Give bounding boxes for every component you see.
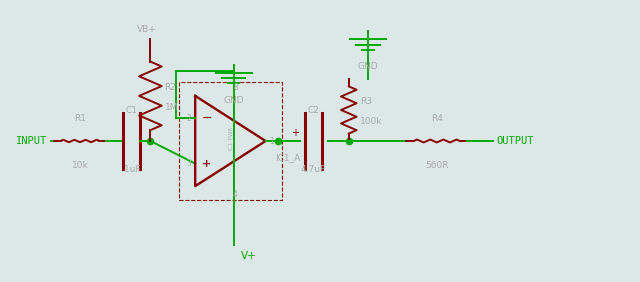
Text: 2: 2 (187, 114, 191, 123)
Text: +: + (202, 158, 211, 169)
Text: GND: GND (223, 96, 244, 105)
Text: 1M: 1M (164, 103, 178, 112)
Text: GND: GND (358, 62, 378, 71)
Text: INPUT: INPUT (16, 136, 47, 146)
Bar (179, 82, 282, 200)
Text: 10k: 10k (72, 161, 88, 170)
Text: R3: R3 (360, 97, 372, 106)
Text: C2: C2 (308, 106, 319, 115)
Text: C1: C1 (125, 106, 137, 115)
Text: 100k: 100k (360, 117, 383, 126)
Text: 4.7uF: 4.7uF (301, 165, 326, 174)
Text: VB+: VB+ (138, 25, 157, 34)
Text: IC1_PWR: IC1_PWR (228, 126, 233, 150)
Text: OUTPUT: OUTPUT (496, 136, 534, 146)
Text: 3: 3 (186, 159, 191, 168)
Text: 1: 1 (269, 136, 274, 146)
Text: −: − (202, 112, 212, 125)
Text: V+: V+ (241, 251, 257, 261)
Text: 560R: 560R (425, 161, 449, 170)
Text: 8: 8 (233, 83, 238, 92)
Text: 4: 4 (233, 190, 238, 199)
Text: R2: R2 (164, 83, 177, 92)
Text: R4: R4 (431, 114, 443, 123)
Text: R1: R1 (74, 114, 86, 123)
Text: +: + (292, 128, 300, 138)
Text: IC1_A: IC1_A (275, 153, 300, 162)
Text: .1uF: .1uF (122, 165, 141, 174)
